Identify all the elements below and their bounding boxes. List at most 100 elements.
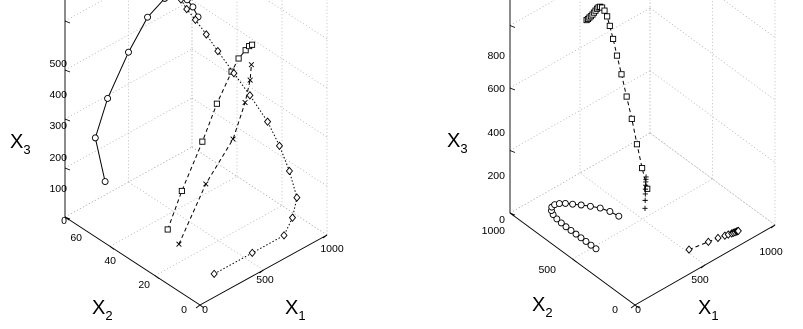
z-tick-mark [64,167,71,171]
data-point-circle [572,230,580,238]
data-point-diamond [734,226,742,236]
y-tick-mark [154,275,160,280]
z-tick-mark [509,87,516,91]
data-point-diamond [210,269,218,279]
z-tick-mark [64,69,71,73]
grid-line [64,0,193,71]
y-axis-label-subscript: 2 [105,308,112,323]
y-axis-label-subscript: 2 [545,305,552,320]
x-tick-label: 1000 [320,243,344,255]
series-line-x [178,64,252,245]
data-point-circle [592,245,600,253]
grid-line [649,7,776,101]
data-point-circle [606,208,614,215]
z-tick-label: 200 [49,152,67,164]
z-tick-label: 400 [487,127,505,139]
grid-line [64,0,104,22]
x-tick-mark [700,264,706,269]
data-point-x [230,136,236,142]
data-point-diamond [214,46,222,56]
z-tick-mark [64,20,71,24]
data-point-circle [577,201,585,209]
series-line-square [167,44,253,230]
x-axis-label: X1 [698,297,719,323]
data-point-square [213,100,220,107]
data-point-diamond [288,213,297,222]
x-tick-label: 1000 [759,246,783,258]
z-axis-label-subscript: 3 [23,142,30,157]
z-tick-label: 400 [49,89,67,101]
data-point-diamond [230,68,238,78]
grid-line [579,172,706,266]
y-tick-label: 500 [538,264,556,276]
data-point-diamond [263,117,272,126]
data-point-plus [643,174,649,180]
data-point-circle [582,238,590,245]
x-tick-mark [259,269,264,274]
y-tick-label: 0 [612,304,618,316]
data-point-square [639,165,646,172]
y-tick-label: 20 [138,279,150,291]
z-tick-label: 500 [49,58,67,70]
series-circle [91,0,202,186]
x-axis-label-subscript: 1 [711,308,718,323]
z-tick-label: 200 [487,170,505,182]
data-point-diamond [685,245,693,254]
grid-line [191,48,328,138]
data-point-plus [642,205,648,211]
data-point-circle [161,0,168,2]
data-point-circle [569,200,577,208]
x-tick-label: 500 [691,274,709,286]
data-point-square [199,138,206,145]
x-tick-mark [770,224,776,229]
data-point-square [601,7,608,14]
data-point-square [628,115,635,122]
grid-line [649,132,776,226]
data-point-x [248,61,255,68]
data-point-circle [557,219,565,227]
x-tick-mark [322,234,328,239]
grid-line [64,97,193,169]
grid-line [64,48,193,120]
data-point-x [242,99,248,106]
data-point-diamond [285,166,294,176]
z-tick-mark [509,212,516,216]
y-tick-mark [199,304,205,309]
series-line-diamond [180,0,298,275]
data-point-diamond [714,233,722,243]
y-axis-line [64,216,201,306]
z-tick-label: 0 [61,215,67,227]
y-tick-mark [634,304,640,309]
x-axis-label-subscript: 1 [298,308,305,323]
y-axis-label: X2 [92,297,113,323]
series-x [176,61,255,247]
z-tick-label: 600 [487,83,505,95]
data-point-square [613,52,621,59]
data-point-circle [144,13,152,21]
z-tick-mark [509,25,516,28]
x-tick-mark [195,304,201,309]
y-tick-mark [109,245,115,250]
z-tick-mark [64,216,71,220]
x-tick-label: 0 [635,304,641,316]
data-point-circle [615,212,623,220]
data-point-diamond [280,231,288,240]
data-point-diamond [248,248,256,258]
y-axis-label: X2 [532,294,553,320]
data-point-circle [189,3,197,11]
series-square [164,41,256,233]
grid-line [649,132,776,226]
x-tick-label: 0 [202,304,208,316]
data-point-circle [91,134,99,142]
z-tick-label: 0 [499,214,505,226]
data-point-x [176,241,182,247]
z-axis-label: X3 [447,130,468,156]
data-point-circle [125,48,132,56]
z-tick-label: 100 [49,183,67,195]
data-point-x [247,77,253,83]
data-point-circle [104,95,112,102]
data-point-diamond [293,193,301,202]
